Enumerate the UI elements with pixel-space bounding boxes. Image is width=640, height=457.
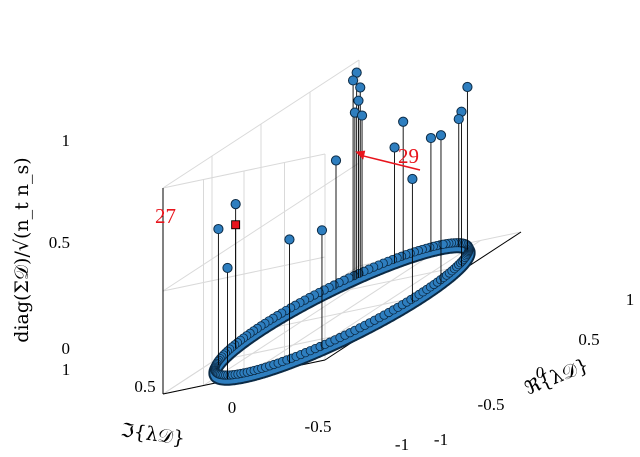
stem-marker [213, 223, 224, 235]
z-tick-label: 1 [62, 131, 71, 150]
back-wall-grid-line [162, 256, 326, 292]
y-axis-label: ℑ{λ𝒟} [119, 419, 186, 450]
stem-marker-square [231, 220, 241, 230]
ring-marker [438, 239, 448, 249]
z-tick-label: 0.5 [49, 233, 70, 252]
stem-marker [453, 113, 464, 125]
annotation-arrow-29 [362, 154, 421, 171]
x-tick-label: -1 [434, 430, 448, 449]
stem-marker [284, 234, 295, 245]
floor-grid-line [243, 248, 441, 378]
stem-marker [316, 225, 328, 236]
stem-marker [435, 130, 447, 141]
annotation-arrowhead-29 [355, 150, 366, 160]
y-tick-label: 0 [228, 398, 237, 417]
markers [213, 67, 473, 274]
tick-labels: -1 -0.5 0 0.5 1 1 0.5 0 -0.5 -1 0 0.5 1 [49, 131, 635, 454]
stem-marker [407, 173, 418, 185]
x-tick-label: 0.5 [578, 330, 599, 349]
side-wall-grid-line [162, 59, 360, 189]
back-wall-grid-line [162, 153, 326, 189]
y-tick-label: -1 [395, 435, 409, 454]
ring [208, 238, 476, 386]
z-tick-label: 0 [62, 339, 71, 358]
stem-marker [462, 81, 473, 93]
grid [162, 59, 522, 395]
stem-marker [389, 142, 400, 153]
x-tick-label: 0 [536, 363, 545, 382]
annotation-29: 29 [398, 144, 419, 168]
stem-marker [425, 132, 437, 144]
stem-marker [353, 95, 364, 106]
x-axis-label: ℜ{λ𝒟} [522, 354, 592, 399]
stem-marker [355, 82, 366, 93]
stem-marker [330, 155, 342, 166]
z-axis-label: diag(Σ𝒟)/√(n_t n_s) [11, 157, 33, 342]
annotations: 27 29 [155, 144, 421, 228]
stem-marker [230, 199, 241, 210]
stems [217, 72, 468, 380]
stem-marker [356, 110, 368, 121]
y-tick-label: 1 [62, 360, 71, 379]
stem-marker [398, 116, 409, 127]
side-wall-grid-line [162, 162, 360, 292]
y-tick-label: -0.5 [305, 417, 332, 436]
stem-marker [222, 262, 233, 274]
y-tick-label: 0.5 [134, 377, 155, 396]
stem-marker [347, 75, 359, 86]
x-tick-label: 1 [626, 290, 635, 309]
annotation-27: 27 [155, 204, 176, 228]
x-tick-label: -0.5 [478, 395, 505, 414]
